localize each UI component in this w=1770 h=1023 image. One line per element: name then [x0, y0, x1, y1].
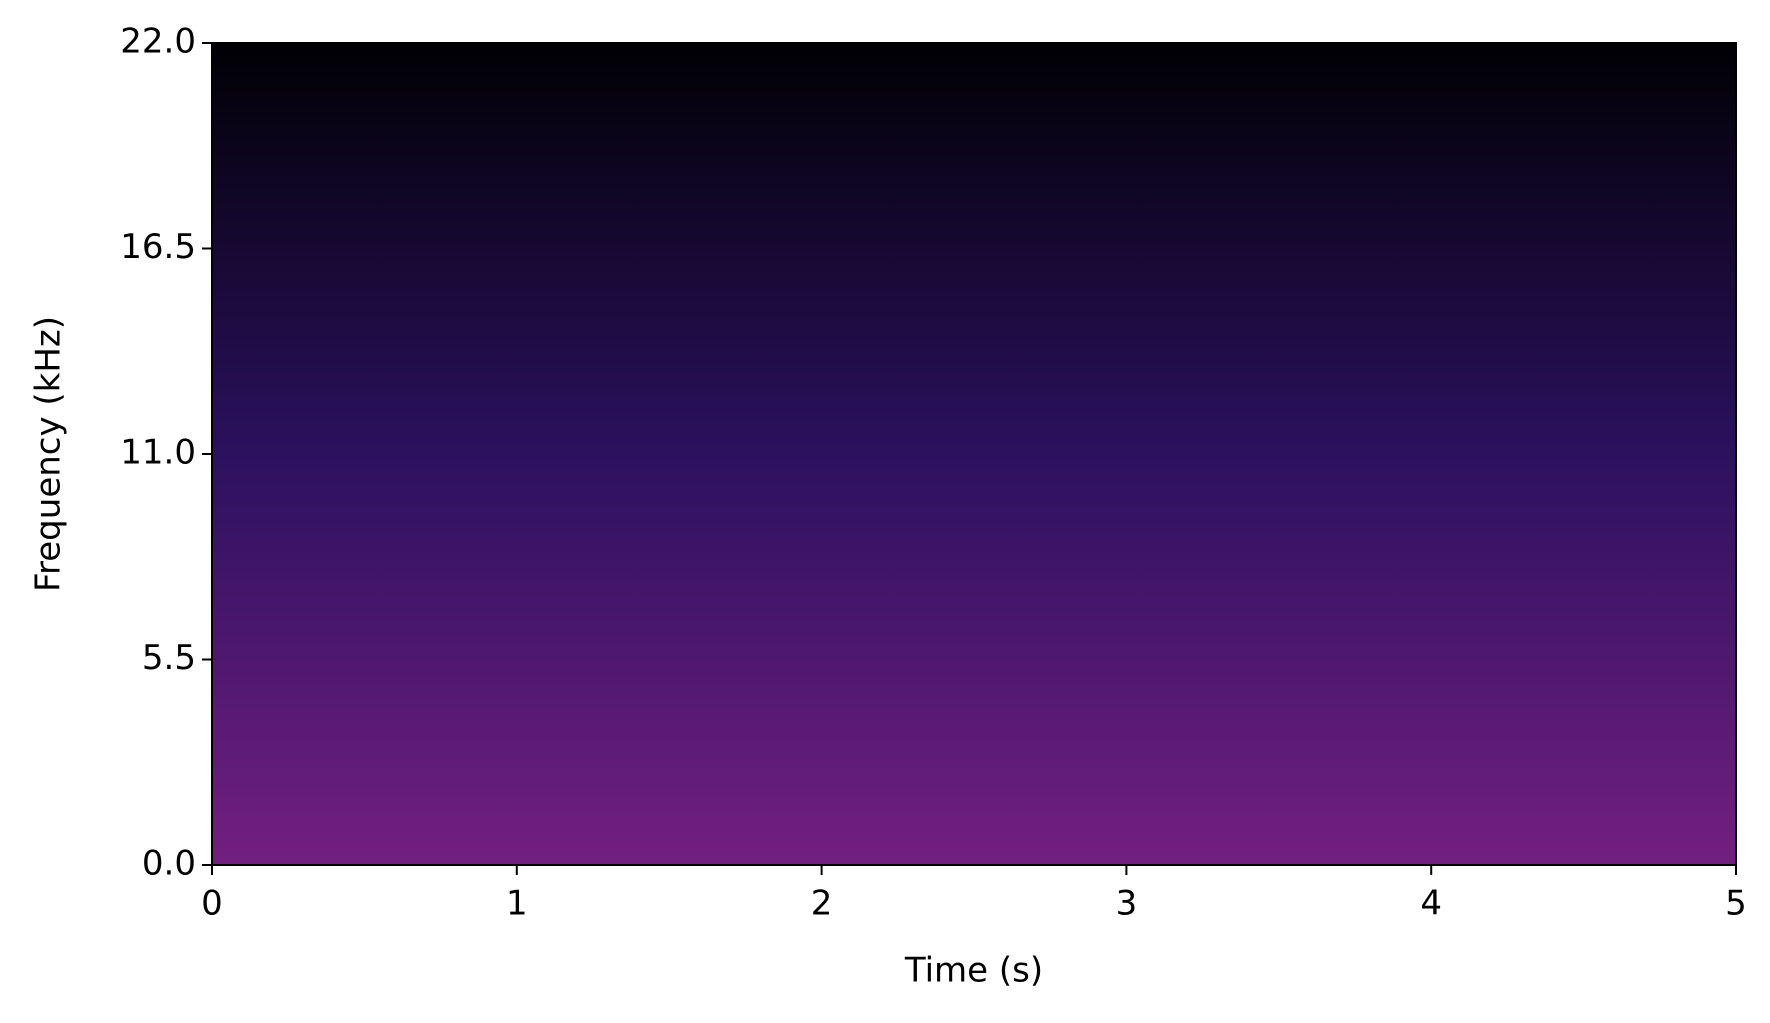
x-tick-label: 4 — [1420, 884, 1442, 924]
x-tick-label: 3 — [1116, 884, 1138, 924]
y-tick-label: 5.5 — [142, 638, 196, 678]
y-axis-label: Frequency (kHz) — [29, 316, 69, 592]
y-tick-label: 11.0 — [120, 433, 196, 473]
y-tick-label: 22.0 — [120, 22, 196, 62]
y-tick-label: 0.0 — [142, 844, 196, 884]
x-tick-label: 5 — [1725, 884, 1747, 924]
x-tick-label: 1 — [506, 884, 528, 924]
x-axis-label: Time (s) — [904, 951, 1043, 991]
spectrogram-image — [212, 43, 1736, 865]
y-tick-label: 16.5 — [120, 227, 196, 267]
x-tick-label: 2 — [811, 884, 833, 924]
x-tick-label: 0 — [201, 884, 223, 924]
